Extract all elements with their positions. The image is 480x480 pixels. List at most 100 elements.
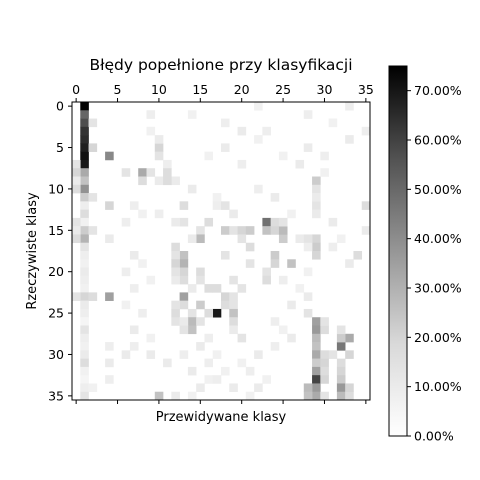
heatmap-cell xyxy=(345,391,354,401)
heatmap-cell xyxy=(171,259,180,268)
colorbar-tick-label: 50.00% xyxy=(414,182,462,197)
x-axis-title: Przewidywane klasy xyxy=(156,410,287,425)
heatmap-cell xyxy=(229,226,238,235)
heatmap-cell xyxy=(80,151,89,161)
heatmap-cell xyxy=(278,275,288,285)
heatmap-cell xyxy=(80,201,89,210)
heatmap-cell xyxy=(320,168,329,177)
heatmap-cell xyxy=(237,126,247,136)
heatmap-cell xyxy=(303,242,313,252)
heatmap-cell xyxy=(187,317,197,326)
y-tick-label: 15 xyxy=(48,223,64,238)
heatmap-cell xyxy=(204,151,214,161)
heatmap-cell xyxy=(146,110,156,119)
heatmap-cell xyxy=(336,375,346,384)
y-tick-label: 30 xyxy=(48,347,64,362)
heatmap-cell xyxy=(88,383,98,393)
heatmap-cell xyxy=(80,308,89,318)
heatmap-cell xyxy=(303,267,313,277)
heatmap-cell xyxy=(328,242,338,252)
heatmap-cell xyxy=(179,267,189,277)
y-axis-title: Rzeczywiste klasy xyxy=(25,192,40,310)
heatmap-cell xyxy=(303,110,313,119)
heatmap-cell xyxy=(353,251,363,260)
heatmap-cell xyxy=(270,317,280,326)
heatmap-cell xyxy=(221,118,230,128)
heatmap-cell xyxy=(328,217,338,227)
heatmap-cell xyxy=(303,391,313,401)
heatmap-cell xyxy=(179,259,189,268)
heatmap-cell xyxy=(187,308,197,318)
heatmap-cell xyxy=(105,201,114,210)
heatmap-cell xyxy=(312,193,321,202)
heatmap-cell xyxy=(80,391,89,401)
colorbar-ticks: 0.00% 10.00% 20.00% 30.00% 40.00% 50.00% 60.00… xyxy=(407,83,462,444)
heatmap-cell xyxy=(204,358,214,368)
heatmap-cell xyxy=(80,226,89,235)
heatmap-cell xyxy=(80,176,89,186)
heatmap-cell xyxy=(105,342,114,351)
heatmap-cell xyxy=(179,217,189,227)
heatmap-cell xyxy=(72,159,81,169)
heatmap-cell xyxy=(105,151,114,161)
heatmap-cell xyxy=(138,168,147,177)
heatmap-cell xyxy=(138,209,147,219)
heatmap-cell xyxy=(278,325,288,335)
x-axis-ticks: 0 5 10 15 20 25 30 35 xyxy=(72,82,374,404)
heatmap-cell xyxy=(138,259,147,268)
heatmap-cell xyxy=(146,126,156,136)
heatmap-plot-area xyxy=(71,101,371,401)
heatmap-cell xyxy=(245,259,255,268)
heatmap-cell xyxy=(278,151,288,161)
heatmap-cell xyxy=(312,342,321,351)
heatmap-cell xyxy=(72,176,81,186)
heatmap-cell xyxy=(312,201,321,210)
plot-frame xyxy=(71,101,371,401)
heatmap-cell xyxy=(80,325,89,335)
heatmap-cell xyxy=(187,110,197,119)
heatmap-cell xyxy=(262,126,271,136)
heatmap-cell xyxy=(146,350,156,359)
heatmap-cell xyxy=(121,217,131,227)
heatmap-cell xyxy=(72,234,81,244)
heatmap-cell xyxy=(163,159,172,169)
heatmap-cell xyxy=(154,135,164,144)
heatmap-cell xyxy=(312,350,321,359)
heatmap-cell xyxy=(254,102,263,111)
colorbar-tick-label: 0.00% xyxy=(414,429,454,444)
heatmap-cell xyxy=(80,259,89,268)
heatmap-cell xyxy=(80,242,89,252)
heatmap-cell xyxy=(154,151,164,161)
heatmap-cell xyxy=(138,308,147,318)
heatmap-cell xyxy=(80,342,89,351)
heatmap-cell xyxy=(361,226,371,235)
heatmap-cell xyxy=(88,292,98,301)
heatmap-cell xyxy=(179,201,189,210)
heatmap-cell xyxy=(179,292,189,301)
heatmap-cell xyxy=(196,234,205,244)
heatmap-cell xyxy=(212,284,222,293)
colorbar-tick-label: 30.00% xyxy=(414,281,462,296)
heatmap-cell xyxy=(221,143,230,152)
heatmap-cell xyxy=(179,275,189,285)
heatmap-cell xyxy=(287,209,296,219)
heatmap-cell xyxy=(80,118,89,128)
heatmap-cell xyxy=(80,383,89,393)
heatmap-cell xyxy=(262,375,271,384)
heatmap-cell xyxy=(361,201,371,210)
heatmap-cell xyxy=(221,292,230,301)
heatmap-cell xyxy=(312,358,321,368)
heatmap-cell xyxy=(105,375,114,384)
heatmap-cell xyxy=(196,275,205,285)
heatmap-cell xyxy=(80,284,89,293)
heatmap-cell xyxy=(187,325,197,335)
heatmap-cell xyxy=(312,333,321,343)
colorbar-tick-label: 70.00% xyxy=(414,83,462,98)
heatmap-cell xyxy=(204,375,214,384)
heatmap-cell xyxy=(163,168,172,177)
colorbar: 0.00% 10.00% 20.00% 30.00% 40.00% 50.00% 60.00… xyxy=(388,65,462,444)
heatmap-cell xyxy=(345,135,354,144)
heatmap-cell xyxy=(212,201,222,210)
heatmap-cell xyxy=(163,358,172,368)
